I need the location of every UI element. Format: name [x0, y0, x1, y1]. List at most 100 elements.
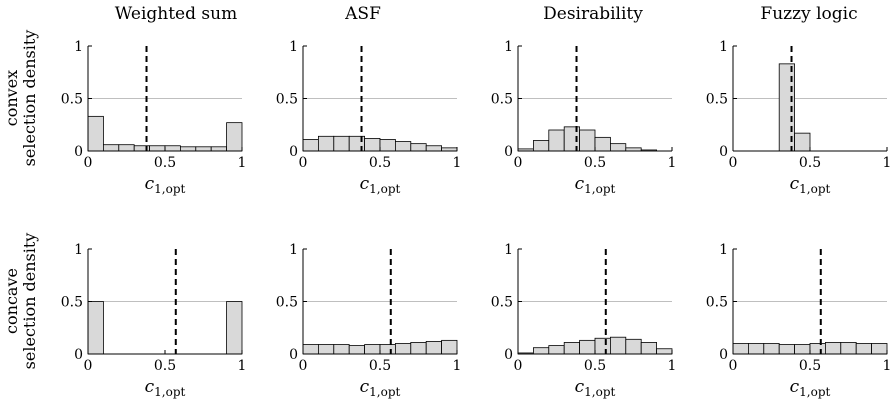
panel-6-xtick-label: 0 [514, 358, 523, 374]
panel-5-bar [333, 344, 350, 355]
panel-0-bar [118, 144, 135, 152]
panel-6-bar [625, 338, 642, 355]
panel-6-bar [579, 339, 596, 355]
panel-1-xlabel-subscript: 1,opt [369, 182, 400, 196]
panel-2-bar [548, 129, 565, 152]
panel-2-xlabel-subscript: 1,opt [584, 182, 615, 196]
panel-2-ytick-label: 1 [504, 39, 513, 55]
panel-4-xtick-label: 0 [84, 358, 93, 374]
panel-0-bar [87, 115, 104, 152]
panel-0-xlabel-subscript: 1,opt [154, 182, 185, 196]
panel-0-bar [179, 146, 197, 152]
panel-3-ytick-label: 1 [719, 39, 728, 55]
panel-6-ytick-label: 0 [504, 347, 513, 363]
panel-5-ytick-label: 1 [289, 242, 298, 258]
panel-2-bar [594, 136, 611, 152]
panel-0-xtick-label: 1 [238, 155, 247, 171]
panel-1-bar [333, 135, 350, 152]
panel-7-ytick-label: 1 [719, 242, 728, 258]
panel-3-xtick-label: 1 [883, 155, 892, 171]
panel-7-xlabel: c1,opt [790, 377, 831, 399]
panel-4-ytick-label: 0 [74, 347, 83, 363]
panel-2-xlabel: c1,opt [575, 174, 616, 196]
panel-7-bar [763, 343, 780, 355]
panel-1-xtick-label: 1 [453, 155, 462, 171]
panel-0-bar [103, 144, 120, 152]
panel-2-xtick-label: 1 [668, 155, 677, 171]
panel-2-xtick-label: 0.5 [584, 155, 606, 171]
panel-0-bar [226, 122, 243, 152]
panel-6-bar [610, 336, 627, 355]
panel-5-bar [364, 344, 381, 355]
panel-6-ytick-label: 0.5 [491, 295, 513, 311]
panel-1-bar [379, 139, 396, 152]
panel-2-bar [610, 143, 627, 152]
panel-5-bar [394, 343, 412, 355]
panel-0-ytick-label: 0.5 [61, 92, 83, 108]
panel-7-xtick-label: 1 [883, 358, 892, 374]
panel-6-xtick-label: 0.5 [584, 358, 606, 374]
panel-4-bar [87, 301, 104, 355]
panel-3-xlabel-subscript: 1,opt [799, 182, 830, 196]
panel-3-bar [794, 132, 811, 152]
panel-4-ytick-label: 0.5 [61, 295, 83, 311]
panel-5-bar [317, 344, 335, 355]
panel-5-ytick-label: 0 [289, 347, 298, 363]
panel-7-bar [748, 343, 765, 355]
panel-5-xlabel-subscript: 1,opt [369, 385, 400, 399]
panel-6-ytick-label: 1 [504, 242, 513, 258]
panel-1-bar [364, 137, 381, 152]
panel-2-ytick-label: 0 [504, 144, 513, 160]
panel-7-bar [825, 342, 842, 355]
panel-5-xtick-label: 0.5 [369, 358, 391, 374]
panel-4-xtick-label: 0.5 [154, 358, 176, 374]
panel-7-xtick-label: 0.5 [799, 358, 821, 374]
column-title-asf: ASF [345, 4, 381, 24]
panel-5-bar [410, 342, 427, 355]
panel-3-xlabel: c1,opt [790, 174, 831, 196]
panel-7-bar [794, 344, 811, 355]
panel-6-xlabel: c1,opt [575, 377, 616, 399]
panel-6-bar [563, 342, 581, 355]
panel-6-xtick-label: 1 [668, 358, 677, 374]
panel-1-ytick-label: 0 [289, 144, 298, 160]
panel-3-ytick-label: 0.5 [706, 92, 728, 108]
panel-5-xtick-label: 0 [299, 358, 308, 374]
panel-0-xtick-label: 0 [84, 155, 93, 171]
panel-2-bar [533, 140, 550, 152]
panel-6-bar [548, 345, 565, 355]
panel-7-bar [778, 344, 796, 355]
panel-0-bar [195, 146, 212, 152]
panel-0-ytick-label: 0 [74, 144, 83, 160]
panel-4-xtick-label: 1 [238, 358, 247, 374]
panel-0-ytick-label: 1 [74, 39, 83, 55]
panel-2-xtick-label: 0 [514, 155, 523, 171]
panel-4-xlabel: c1,opt [145, 377, 186, 399]
panel-7-bar [840, 342, 857, 355]
panel-5-xtick-label: 1 [453, 358, 462, 374]
panel-1-bar [317, 135, 335, 152]
panel-5-bar [348, 345, 366, 355]
panel-0-xtick-label: 0.5 [154, 155, 176, 171]
panel-6-bar [533, 347, 550, 355]
panel-7-xlabel-subscript: 1,opt [799, 385, 830, 399]
panel-0-bar [210, 146, 227, 152]
panel-1-ytick-label: 1 [289, 39, 298, 55]
panel-7-ytick-label: 0.5 [706, 295, 728, 311]
column-title-weighted-sum: Weighted sum [114, 4, 238, 24]
panel-1-bar [425, 145, 443, 152]
panel-5-bar [441, 339, 458, 355]
panel-1-ytick-label: 0.5 [276, 92, 298, 108]
panel-2-ytick-label: 0.5 [491, 92, 513, 108]
column-title-fuzzy-logic: Fuzzy logic [760, 4, 858, 24]
panel-0-xlabel: c1,opt [145, 174, 186, 196]
panel-0-bar [164, 145, 181, 152]
panel-0-bar [149, 145, 166, 152]
panel-7-xtick-label: 0 [729, 358, 738, 374]
panel-3-ytick-label: 0 [719, 144, 728, 160]
panel-5-ytick-label: 0.5 [276, 295, 298, 311]
panel-4-ytick-label: 1 [74, 242, 83, 258]
panel-1-bar [302, 139, 319, 152]
panel-7-bar [855, 343, 873, 355]
